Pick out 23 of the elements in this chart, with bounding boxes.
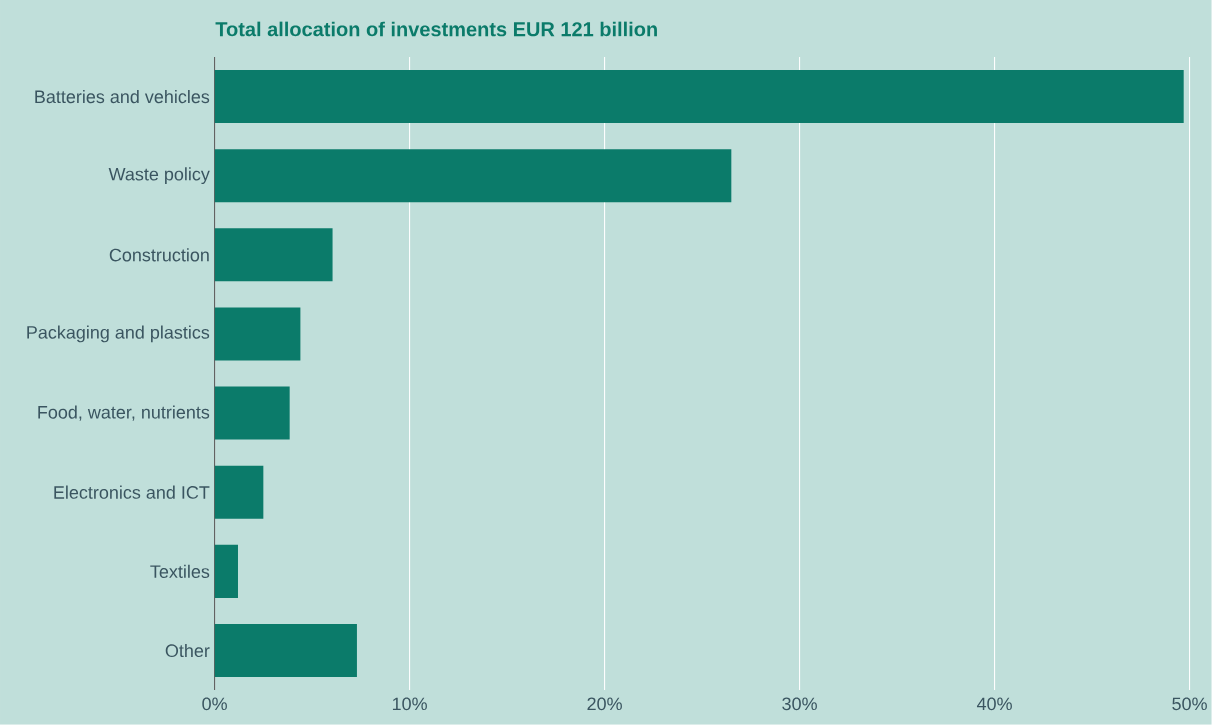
bar bbox=[214, 149, 732, 203]
y-tick-label: Textiles bbox=[150, 564, 210, 579]
chart-title: Total allocation of investments EUR 121 billion bbox=[215, 21, 657, 37]
x-tick-label: 30% bbox=[782, 697, 817, 711]
bar bbox=[214, 307, 301, 361]
y-tick-label: Construction bbox=[109, 248, 209, 262]
x-tick-label: 20% bbox=[587, 697, 622, 711]
x-tick-label: 10% bbox=[392, 697, 427, 711]
y-tick-label: Packaging and plastics bbox=[27, 325, 210, 343]
bar bbox=[214, 545, 238, 599]
y-tick-label: Waste policy bbox=[108, 167, 210, 185]
y-tick-label: Electronics and ICT bbox=[54, 485, 210, 499]
y-tick-label: Food, water, nutrients bbox=[38, 405, 210, 421]
y-tick-label: Batteries and vehicles bbox=[35, 90, 210, 104]
y-tick-label: Other bbox=[165, 644, 210, 658]
bar bbox=[214, 70, 1184, 124]
x-tick-label: 0% bbox=[202, 697, 227, 711]
bar bbox=[214, 228, 333, 282]
bar bbox=[214, 624, 357, 678]
x-tick-label: 50% bbox=[1172, 697, 1207, 711]
bar bbox=[214, 386, 290, 440]
x-tick-label: 40% bbox=[976, 697, 1012, 711]
bar bbox=[214, 465, 264, 519]
